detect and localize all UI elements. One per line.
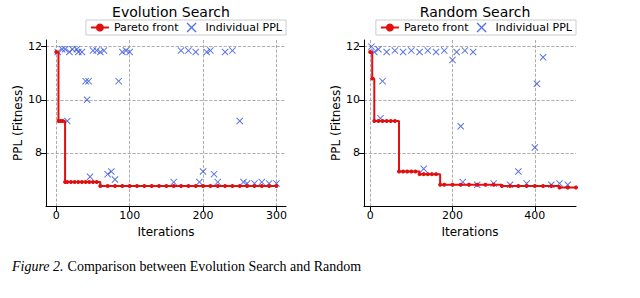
svg-text:400: 400	[524, 209, 545, 222]
svg-text:8: 8	[35, 146, 42, 159]
svg-text:100: 100	[119, 209, 140, 222]
svg-text:300: 300	[266, 209, 287, 222]
svg-text:Pareto front: Pareto front	[114, 21, 179, 34]
svg-text:12: 12	[346, 40, 360, 53]
svg-text:Random Search: Random Search	[420, 4, 531, 20]
svg-text:Pareto front: Pareto front	[404, 21, 469, 34]
svg-text:PPL (Fitness): PPL (Fitness)	[329, 85, 343, 161]
svg-text:0: 0	[367, 209, 374, 222]
svg-text:12: 12	[28, 40, 42, 53]
svg-text:8: 8	[353, 146, 360, 159]
svg-text:Individual PPL: Individual PPL	[496, 21, 573, 34]
svg-text:200: 200	[193, 209, 214, 222]
svg-text:200: 200	[442, 209, 463, 222]
svg-text:Iterations: Iterations	[441, 225, 498, 239]
html-text:Figure 2. Comparison between E: Figure 2. Comparison between Evolution S…	[12, 259, 362, 274]
svg-text:Iterations: Iterations	[137, 225, 194, 239]
svg-text:Individual PPL: Individual PPL	[206, 21, 283, 34]
svg-text:10: 10	[28, 93, 42, 106]
svg-text:Evolution Search: Evolution Search	[112, 4, 230, 20]
svg-text:PPL (Fitness): PPL (Fitness)	[11, 85, 25, 161]
svg-text:0: 0	[53, 209, 60, 222]
svg-text:10: 10	[346, 93, 360, 106]
